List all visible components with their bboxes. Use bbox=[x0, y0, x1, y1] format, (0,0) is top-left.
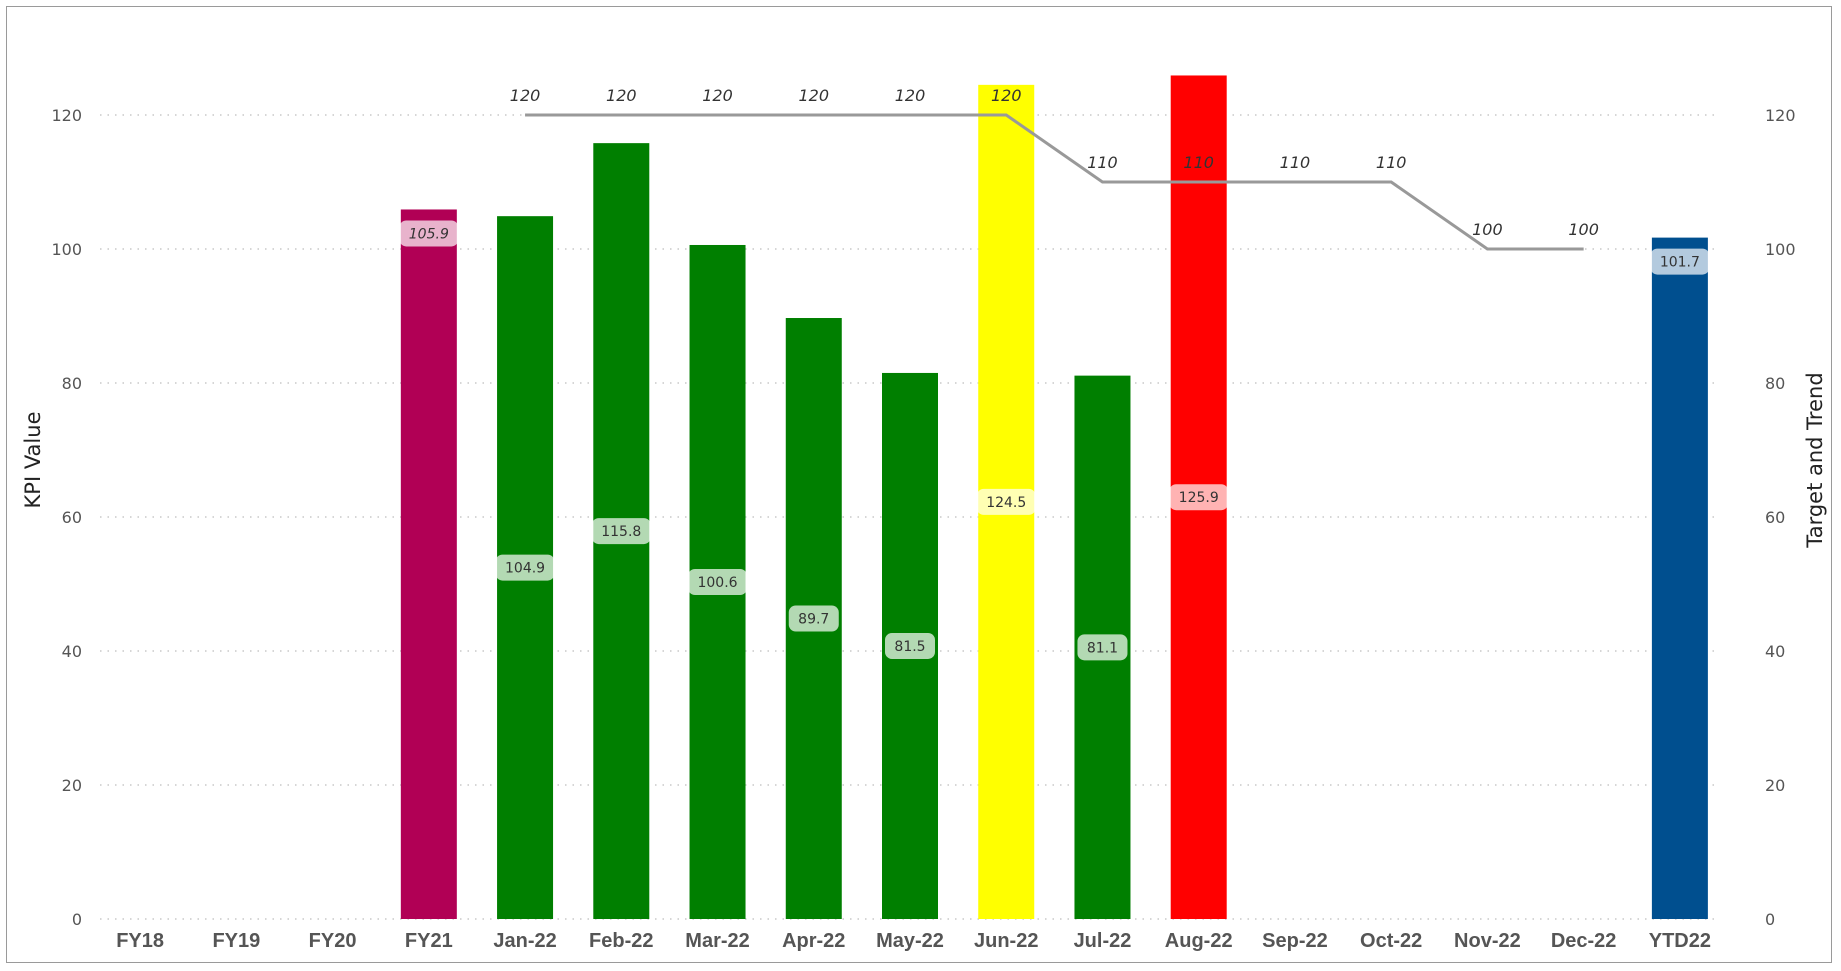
x-tick-label: Aug-22 bbox=[1165, 930, 1233, 952]
target-label: 100 bbox=[1472, 220, 1503, 239]
data-label: 115.8 bbox=[601, 524, 641, 540]
y2-tick-label: 100 bbox=[1765, 240, 1796, 259]
data-label: 81.5 bbox=[894, 639, 925, 655]
x-tick-label: YTD22 bbox=[1649, 930, 1711, 952]
target-label: 120 bbox=[991, 86, 1022, 105]
x-tick-label: FY21 bbox=[405, 930, 453, 952]
x-tick-label: Feb-22 bbox=[589, 930, 653, 952]
y2-tick-label: 40 bbox=[1765, 642, 1785, 661]
target-label: 110 bbox=[1087, 153, 1118, 172]
y2-tick-label: 60 bbox=[1765, 508, 1785, 527]
target-label: 100 bbox=[1568, 220, 1599, 239]
data-label-bg bbox=[688, 568, 748, 595]
target-label: 120 bbox=[606, 86, 637, 105]
y2-axis-title: Target and Trend bbox=[1803, 372, 1827, 548]
y2-tick-label: 80 bbox=[1765, 374, 1785, 393]
y-tick-label: 100 bbox=[51, 240, 82, 259]
data-label-bg bbox=[399, 220, 459, 247]
data-label-bg bbox=[976, 488, 1036, 515]
y-tick-label: 60 bbox=[62, 508, 82, 527]
bar bbox=[1651, 237, 1708, 920]
data-label: 101.7 bbox=[1660, 255, 1700, 271]
target-label: 110 bbox=[1280, 153, 1311, 172]
gridlines bbox=[100, 114, 1720, 920]
target-label: 110 bbox=[1376, 153, 1407, 172]
data-label: 104.9 bbox=[505, 561, 545, 577]
x-tick-label: May-22 bbox=[876, 930, 944, 952]
data-label-bg bbox=[788, 605, 839, 632]
target-label: 120 bbox=[702, 86, 733, 105]
data-label-bg bbox=[591, 518, 651, 545]
target-label: 120 bbox=[510, 86, 541, 105]
y2-tick-label: 20 bbox=[1765, 776, 1785, 795]
y-tick-label: 40 bbox=[62, 642, 82, 661]
target-line-layer bbox=[525, 113, 1584, 251]
data-label-bg bbox=[1077, 634, 1128, 661]
y-tick-label: 0 bbox=[72, 910, 82, 929]
x-tick-label: Jul-22 bbox=[1074, 930, 1132, 952]
data-label-bg bbox=[495, 554, 555, 581]
data-label: 125.9 bbox=[1179, 490, 1219, 506]
data-label: 100.6 bbox=[697, 575, 737, 591]
y-axis-title: KPI Value bbox=[21, 412, 45, 509]
x-tick-label: Dec-22 bbox=[1551, 930, 1617, 952]
x-tick-label: Oct-22 bbox=[1360, 930, 1422, 952]
target-label: 110 bbox=[1183, 153, 1214, 172]
target-line bbox=[525, 113, 1584, 251]
axes-layer: 0 20 40 60 80 100 120 0 20 40 60 80 100 120 FY18 FY19 FY… bbox=[51, 106, 1795, 952]
x-tick-label: Mar-22 bbox=[685, 930, 749, 952]
x-tick-label: FY19 bbox=[212, 930, 260, 952]
data-label: 105.9 bbox=[409, 226, 449, 242]
data-label-bg bbox=[1169, 484, 1229, 511]
x-tick-label: Nov-22 bbox=[1454, 930, 1521, 952]
data-label-bg bbox=[885, 632, 935, 659]
chart-frame bbox=[6, 6, 1832, 963]
x-tick-label: FY20 bbox=[309, 930, 357, 952]
y2-tick-label: 0 bbox=[1765, 910, 1775, 929]
target-label: 120 bbox=[798, 86, 829, 105]
y-tick-label: 80 bbox=[62, 374, 82, 393]
labels-layer: 105.9 104.9 115.8 100.6 89.7 81.5 124.5 81.1 125… bbox=[399, 86, 1710, 661]
x-tick-label: Jun-22 bbox=[974, 930, 1038, 952]
data-label: 124.5 bbox=[986, 495, 1026, 511]
target-label: 120 bbox=[895, 86, 926, 105]
x-tick-label: FY18 bbox=[116, 930, 164, 952]
x-tick-label: Apr-22 bbox=[782, 930, 845, 952]
bar bbox=[400, 209, 457, 920]
x-tick-label: Jan-22 bbox=[493, 930, 556, 952]
y2-tick-label: 120 bbox=[1765, 106, 1796, 125]
y-tick-label: 20 bbox=[62, 776, 82, 795]
bars-layer bbox=[400, 75, 1708, 920]
data-label: 81.1 bbox=[1087, 640, 1118, 656]
y-tick-label: 120 bbox=[51, 106, 82, 125]
x-tick-label: Sep-22 bbox=[1262, 930, 1328, 952]
data-label-bg bbox=[1650, 248, 1710, 275]
data-label: 89.7 bbox=[798, 612, 829, 628]
